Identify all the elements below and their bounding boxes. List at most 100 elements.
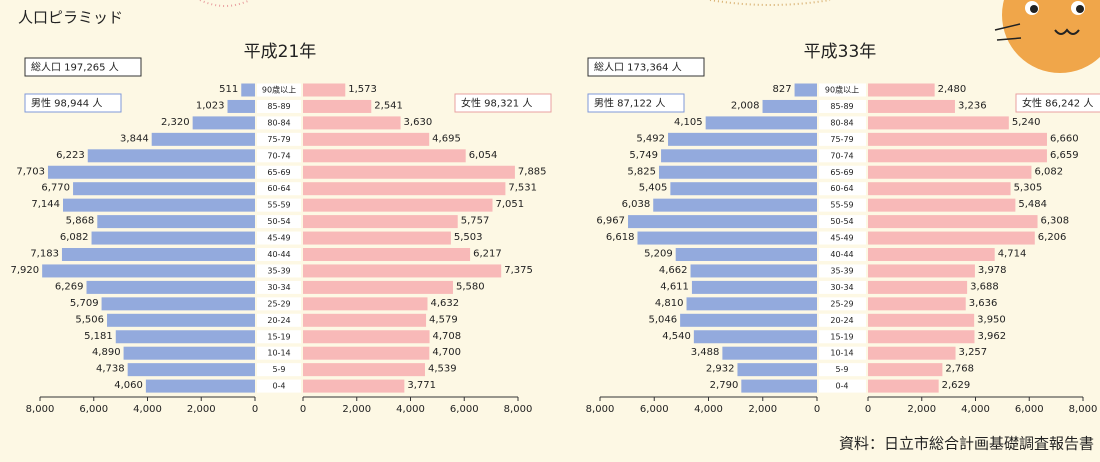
bar-male — [128, 363, 255, 376]
age-label: 35-39 — [830, 266, 853, 275]
bar-female — [868, 314, 974, 327]
bar-female — [303, 248, 470, 261]
age-label: 50-54 — [267, 217, 290, 226]
age-label: 70-74 — [267, 151, 290, 160]
value-label: 5,405 — [639, 183, 668, 194]
value-label: 7,144 — [31, 199, 60, 210]
value-label: 4,539 — [428, 364, 457, 375]
bar-female — [303, 314, 426, 327]
value-label: 4,611 — [660, 281, 689, 292]
value-label: 6,618 — [606, 232, 635, 243]
bar-male — [737, 363, 817, 376]
x-tick-label: 0 — [865, 404, 871, 415]
x-tick-label: 6,000 — [450, 404, 479, 415]
age-label: 85-89 — [830, 102, 853, 111]
bar-male — [88, 149, 255, 162]
x-tick-label: 8,000 — [504, 404, 533, 415]
value-label: 7,051 — [495, 199, 524, 210]
age-label: 45-49 — [830, 234, 853, 243]
value-label: 4,632 — [430, 298, 459, 309]
value-label: 5,506 — [75, 314, 104, 325]
legend-label: 男性 87,122 人 — [594, 97, 665, 110]
value-label: 1,023 — [196, 100, 225, 111]
bar-male — [670, 182, 817, 195]
x-tick-label: 8,000 — [586, 404, 615, 415]
value-label: 6,659 — [1050, 150, 1079, 161]
total-label: 総人口 197,265 人 — [31, 61, 119, 74]
age-label: 55-59 — [830, 201, 853, 210]
value-label: 5,240 — [1012, 117, 1041, 128]
age-label: 65-69 — [267, 168, 290, 177]
value-label: 3,236 — [958, 100, 987, 111]
value-label: 5,868 — [66, 216, 95, 227]
bar-female — [868, 116, 1009, 129]
age-label: 60-64 — [267, 184, 290, 193]
bar-male — [659, 166, 817, 179]
value-label: 6,054 — [469, 150, 498, 161]
bar-male — [102, 297, 255, 310]
value-label: 5,046 — [648, 314, 677, 325]
value-label: 3,962 — [977, 331, 1006, 342]
value-label: 827 — [772, 84, 791, 95]
bar-female — [868, 232, 1035, 245]
value-label: 4,579 — [429, 314, 458, 325]
value-label: 5,492 — [636, 133, 665, 144]
value-label: 5,503 — [454, 232, 483, 243]
bar-male — [676, 248, 817, 261]
value-label: 4,662 — [659, 265, 688, 276]
value-label: 4,810 — [655, 298, 684, 309]
bar-male — [706, 116, 817, 129]
age-label: 70-74 — [830, 151, 853, 160]
bar-male — [193, 116, 255, 129]
value-label: 5,181 — [84, 331, 113, 342]
chart-title: 平成33年 — [804, 42, 877, 62]
bar-female — [303, 149, 466, 162]
bar-female — [868, 248, 995, 261]
background — [0, 0, 1100, 462]
source: 資料：日立市総合計画基礎調査報告書 — [839, 435, 1094, 453]
value-label: 2,768 — [945, 364, 974, 375]
bar-female — [868, 281, 967, 294]
age-label: 60-64 — [830, 184, 853, 193]
value-label: 5,209 — [644, 249, 673, 260]
value-label: 4,695 — [432, 133, 461, 144]
bar-male — [680, 314, 817, 327]
value-label: 2,480 — [938, 84, 967, 95]
bar-male — [87, 281, 255, 294]
value-label: 7,885 — [518, 166, 547, 177]
bar-male — [146, 380, 255, 393]
x-tick-label: 0 — [252, 404, 258, 415]
page-title: 人口ピラミッド — [18, 9, 123, 27]
x-tick-label: 2,000 — [748, 404, 777, 415]
value-label: 6,082 — [60, 232, 89, 243]
x-tick-label: 6,000 — [1015, 404, 1044, 415]
value-label: 7,183 — [30, 249, 59, 260]
bar-female — [868, 182, 1011, 195]
age-label: 55-59 — [267, 201, 290, 210]
value-label: 3,630 — [404, 117, 433, 128]
bar-female — [868, 100, 955, 113]
age-label: 75-79 — [830, 135, 853, 144]
bar-male — [741, 380, 817, 393]
bar-female — [303, 281, 453, 294]
total-label: 総人口 173,364 人 — [594, 61, 682, 74]
value-label: 6,038 — [622, 199, 651, 210]
value-label: 4,708 — [433, 331, 462, 342]
value-label: 6,206 — [1038, 232, 1067, 243]
value-label: 3,978 — [978, 265, 1007, 276]
age-label: 40-44 — [267, 250, 290, 259]
bar-male — [97, 215, 255, 228]
bar-male — [116, 330, 255, 343]
value-label: 5,757 — [461, 216, 490, 227]
value-label: 3,950 — [977, 314, 1006, 325]
age-label: 80-84 — [830, 118, 853, 127]
bar-male — [687, 297, 817, 310]
bar-male — [63, 199, 255, 212]
value-label: 511 — [219, 84, 238, 95]
value-label: 2,541 — [374, 100, 403, 111]
bar-male — [62, 248, 255, 261]
value-label: 2,629 — [942, 380, 971, 391]
age-label: 20-24 — [267, 316, 290, 325]
bar-male — [92, 232, 255, 245]
value-label: 2,008 — [731, 100, 760, 111]
